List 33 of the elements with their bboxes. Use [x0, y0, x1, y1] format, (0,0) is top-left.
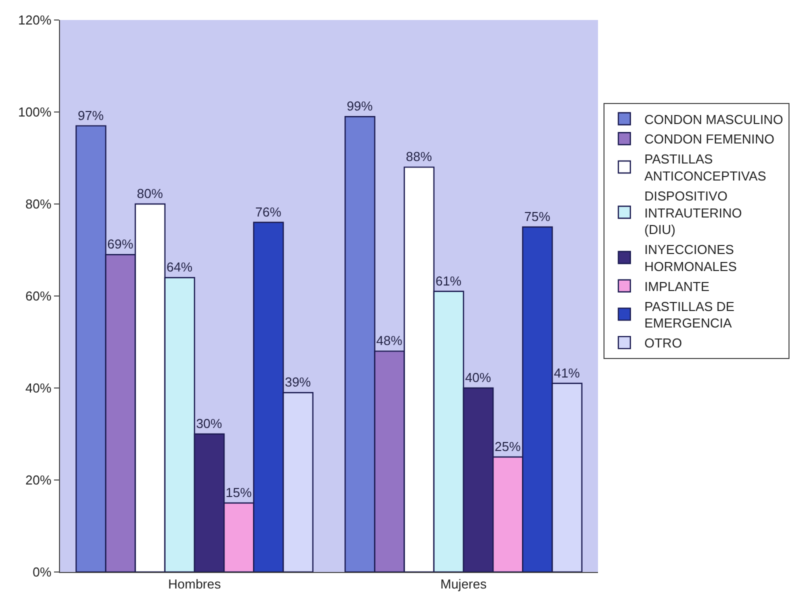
y-tick-label: 80% — [25, 196, 52, 212]
data-label: 76% — [255, 204, 282, 220]
legend-label: DISPOSITIVO INTRAUTERINO (DIU) — [644, 188, 742, 238]
y-tick-label: 40% — [25, 380, 52, 396]
legend-label: PASTILLAS ANTICONCEPTIVAS — [644, 152, 767, 184]
data-label: 40% — [465, 370, 492, 385]
legend-label: PASTILLAS DE EMERGENCIA — [644, 298, 735, 331]
legend-label: IMPLANTE — [644, 278, 710, 294]
x-tick-label: Hombres — [168, 576, 222, 592]
data-label: 75% — [524, 209, 551, 224]
x-tick-label: Mujeres — [440, 576, 488, 592]
data-label: 69% — [107, 236, 134, 252]
data-label: 97% — [78, 108, 104, 123]
y-tick-label: 60% — [25, 288, 52, 304]
data-label: 41% — [554, 365, 580, 380]
legend-label: OTRO — [644, 336, 682, 351]
data-label: 61% — [435, 273, 462, 288]
data-label: 80% — [136, 186, 164, 201]
data-label: 15% — [226, 485, 252, 500]
legend-label: INYECCIONES HORMONALES — [644, 242, 738, 274]
legend-label: CONDON FEMENINO — [644, 132, 774, 147]
data-label: 25% — [494, 439, 522, 454]
legend-label: CONDON MASCULINO — [644, 112, 784, 127]
data-label: 39% — [284, 374, 312, 390]
data-label: 64% — [166, 260, 193, 275]
data-label: 99% — [346, 98, 374, 114]
data-label: 88% — [406, 149, 432, 164]
y-tick-label: 120% — [18, 12, 52, 28]
data-label: 48% — [376, 333, 403, 348]
data-label: 30% — [196, 416, 223, 431]
y-tick-label: 100% — [18, 104, 52, 120]
y-tick-label: 0% — [32, 564, 52, 580]
y-tick-label: 20% — [25, 472, 52, 488]
